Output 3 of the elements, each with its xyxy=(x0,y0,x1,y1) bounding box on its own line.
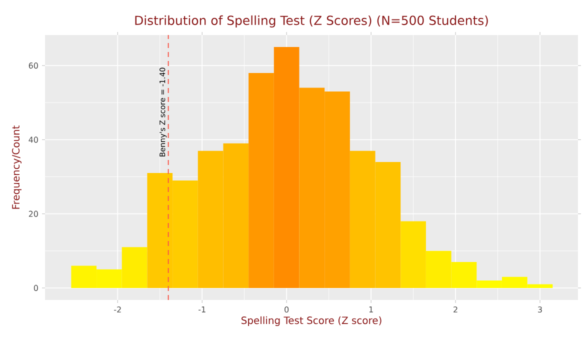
chart-title: Distribution of Spelling Test (Z Scores) (N=500 Students) xyxy=(135,15,488,28)
x-axis-title: Spelling Test Score (Z score) xyxy=(242,316,382,326)
y-axis-title: Frequency/Count xyxy=(12,126,22,209)
